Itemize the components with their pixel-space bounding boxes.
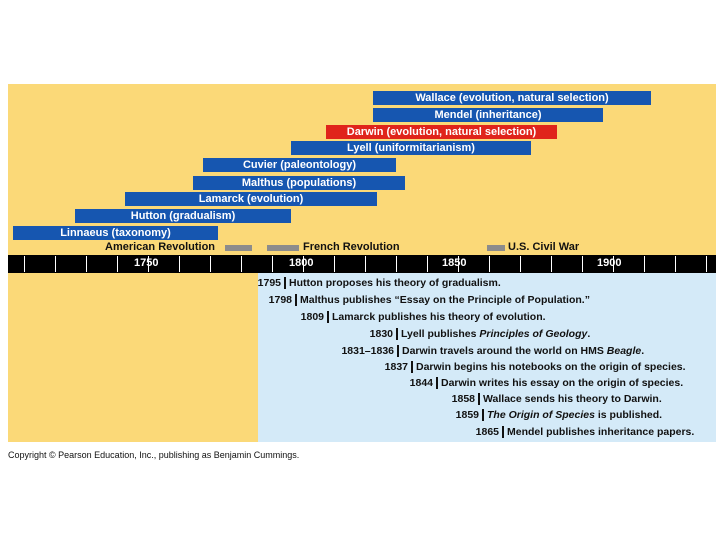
year-1900: 1900 xyxy=(597,257,622,269)
copyright-notice: Copyright © Pearson Education, Inc., pub… xyxy=(8,450,300,460)
year-1800: 1800 xyxy=(289,257,314,269)
event-1809: 1809 Lamarck publishes his theory of evol… xyxy=(301,311,546,324)
event-1859: 1859 The Origin of Species is published. xyxy=(456,409,663,422)
marker-civil-war xyxy=(487,245,505,251)
axis-tick xyxy=(520,256,521,272)
event-year: 1865 xyxy=(475,426,499,438)
event-text: Darwin writes his essay on the origin of… xyxy=(436,377,684,389)
event-year: 1798 xyxy=(268,294,292,306)
event-year: 1837 xyxy=(384,361,408,373)
axis-tick xyxy=(24,256,25,272)
event-text: Lyell publishes Principles of Geology. xyxy=(396,328,591,340)
event-year: 1831–1836 xyxy=(341,345,394,357)
event-text: Darwin travels around the world on HMS B… xyxy=(397,345,645,357)
event-text: Wallace sends his theory to Darwin. xyxy=(478,393,662,405)
axis-tick xyxy=(86,256,87,272)
label-french-revolution: French Revolution xyxy=(303,241,400,253)
axis-tick xyxy=(365,256,366,272)
axis-tick xyxy=(644,256,645,272)
event-1865: 1865 Mendel publishes inheritance papers. xyxy=(476,426,695,439)
bar-darwin: Darwin (evolution, natural selection) xyxy=(326,125,557,139)
event-1798: 1798 Malthus publishes “Essay on the Prin… xyxy=(269,294,590,307)
axis-tick xyxy=(117,256,118,272)
bar-lamarck: Lamarck (evolution) xyxy=(125,192,377,206)
event-year: 1858 xyxy=(451,393,475,405)
event-year: 1844 xyxy=(409,377,433,389)
axis-tick xyxy=(396,256,397,272)
axis-tick xyxy=(675,256,676,272)
axis-tick xyxy=(427,256,428,272)
axis-tick xyxy=(613,256,614,272)
event-text: Lamarck publishes his theory of evolutio… xyxy=(327,311,546,323)
axis-tick xyxy=(55,256,56,272)
axis-tick xyxy=(551,256,552,272)
axis-tick xyxy=(582,256,583,272)
event-year: 1795 xyxy=(257,277,281,289)
event-year: 1830 xyxy=(369,328,393,340)
axis-tick xyxy=(210,256,211,272)
event-1830: 1830 Lyell publishes Principles of Geolog… xyxy=(370,328,591,341)
bar-wallace: Wallace (evolution, natural selection) xyxy=(373,91,651,105)
event-text: The Origin of Species is published. xyxy=(482,409,663,421)
bar-lyell: Lyell (uniformitarianism) xyxy=(291,141,531,155)
event-text: Darwin begins his notebooks on the origi… xyxy=(411,361,686,373)
axis-tick xyxy=(458,256,459,272)
event-text: Hutton proposes his theory of gradualism… xyxy=(284,277,501,289)
event-text: Mendel publishes inheritance papers. xyxy=(502,426,695,438)
event-year: 1809 xyxy=(300,311,324,323)
bar-hutton: Hutton (gradualism) xyxy=(75,209,291,223)
event-text: Malthus publishes “Essay on the Principl… xyxy=(295,294,590,306)
year-1850: 1850 xyxy=(442,257,467,269)
event-1831-1836: 1831–1836 Darwin travels around the world… xyxy=(341,345,645,358)
label-american-revolution: American Revolution xyxy=(105,241,216,253)
axis-tick xyxy=(272,256,273,272)
bar-malthus: Malthus (populations) xyxy=(193,176,405,190)
axis-tick xyxy=(303,256,304,272)
axis-tick xyxy=(148,256,149,272)
event-1858: 1858 Wallace sends his theory to Darwin. xyxy=(452,393,662,406)
event-1795: 1795 Hutton proposes his theory of gradua… xyxy=(258,277,501,290)
axis-tick xyxy=(179,256,180,272)
marker-french-revolution xyxy=(267,245,299,251)
bar-cuvier: Cuvier (paleontology) xyxy=(203,158,396,172)
label-civil-war: U.S. Civil War xyxy=(508,241,580,253)
year-1750: 1750 xyxy=(134,257,159,269)
bar-mendel: Mendel (inheritance) xyxy=(373,108,603,122)
bar-linnaeus: Linnaeus (taxonomy) xyxy=(13,226,218,240)
event-1844: 1844 Darwin writes his essay on the origi… xyxy=(410,377,684,390)
events-panel xyxy=(258,272,716,442)
marker-american-revolution xyxy=(225,245,252,251)
timeline-axis xyxy=(8,255,716,273)
event-year: 1859 xyxy=(455,409,479,421)
axis-tick xyxy=(489,256,490,272)
axis-tick xyxy=(241,256,242,272)
event-1837: 1837 Darwin begins his notebooks on the o… xyxy=(385,361,686,374)
axis-tick xyxy=(334,256,335,272)
axis-tick xyxy=(706,256,707,272)
